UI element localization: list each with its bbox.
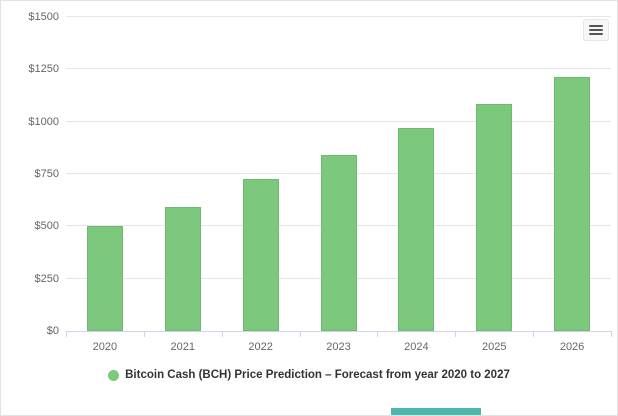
y-axis-tick-label: $0 — [46, 325, 59, 337]
bar-2026[interactable] — [554, 77, 591, 331]
x-axis-tick-label: 2024 — [404, 341, 429, 353]
gridline — [66, 120, 611, 122]
y-axis-tick-label: $1500 — [28, 11, 59, 23]
gridline — [66, 16, 611, 17]
partial-bottom-element — [391, 408, 481, 415]
x-axis-tick-label: 2021 — [170, 341, 196, 353]
legend-marker-icon — [108, 369, 120, 381]
x-axis-tick — [143, 331, 145, 337]
bar-2025[interactable] — [476, 104, 513, 331]
legend[interactable]: Bitcoin Cash (BCH) Price Prediction – Fo… — [1, 369, 617, 381]
y-axis-tick-label: $250 — [34, 272, 59, 285]
bar-2020[interactable] — [86, 226, 123, 331]
x-axis-tick-label: 2026 — [559, 341, 585, 353]
hamburger-menu-icon[interactable] — [583, 19, 609, 41]
y-axis-tick-label: $1250 — [28, 63, 59, 76]
y-axis-tick-label: $1000 — [28, 115, 59, 128]
hamburger-line — [589, 25, 603, 27]
x-axis-tick-label: 2022 — [248, 341, 273, 353]
x-axis-line — [66, 331, 611, 332]
x-axis-tick-label: 2020 — [92, 341, 118, 353]
x-axis-tick-label: 2023 — [326, 341, 351, 353]
x-axis-tick — [377, 331, 379, 337]
bar-2021[interactable] — [164, 207, 201, 331]
y-axis-tick-label: $750 — [34, 168, 59, 180]
x-axis-tick-label: 2025 — [481, 341, 507, 353]
hamburger-line — [589, 29, 603, 31]
x-axis-tick — [299, 331, 301, 337]
bar-2023[interactable] — [320, 155, 357, 331]
gridline — [66, 68, 611, 70]
x-axis-tick — [611, 331, 612, 337]
x-axis-tick — [66, 331, 67, 337]
x-axis-tick — [455, 331, 457, 337]
y-axis-tick-label: $500 — [34, 220, 59, 233]
x-axis-tick — [221, 331, 223, 337]
x-axis-tick — [533, 331, 535, 337]
legend-label: Bitcoin Cash (BCH) Price Prediction – Fo… — [125, 369, 510, 381]
bar-2022[interactable] — [242, 179, 279, 331]
bar-2024[interactable] — [398, 128, 435, 331]
plot-area — [66, 16, 611, 331]
hamburger-line — [589, 33, 603, 35]
